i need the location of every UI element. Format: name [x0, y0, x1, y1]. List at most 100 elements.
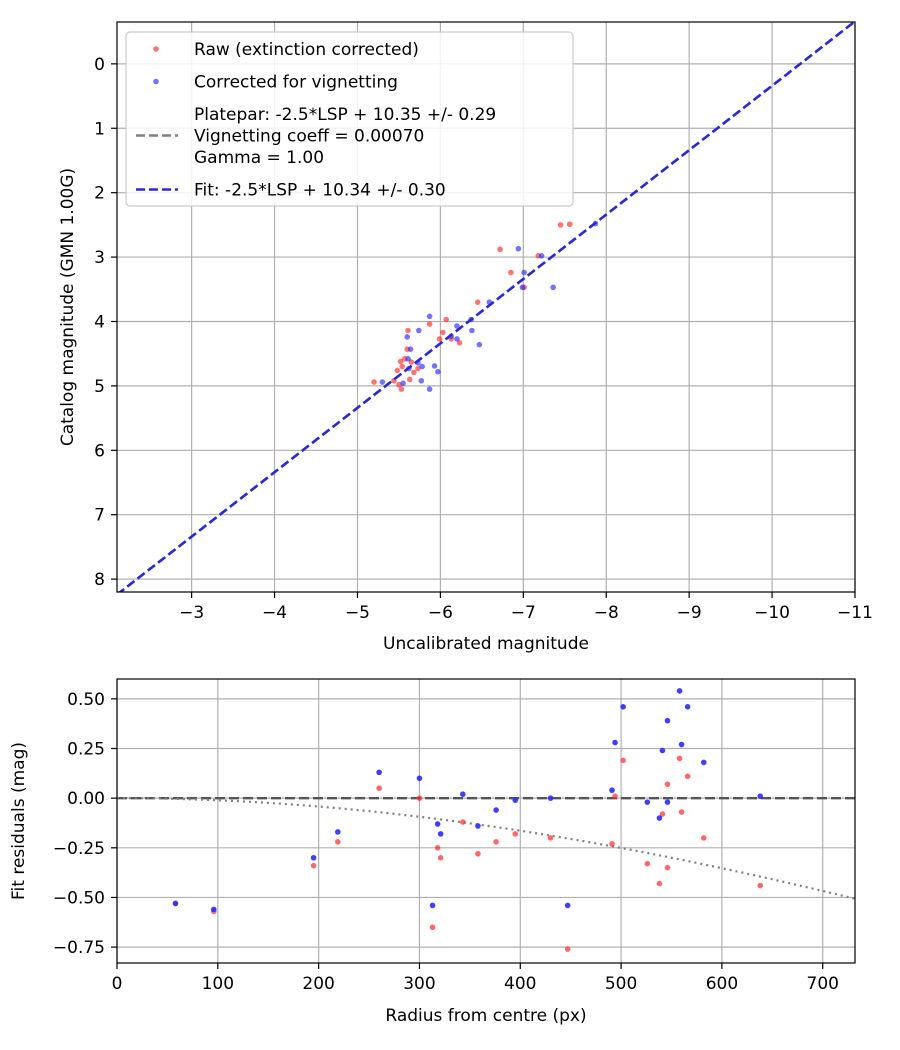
x-axis-title: Radius from centre (px) [385, 1006, 586, 1026]
raw-residual-point [612, 793, 618, 799]
y-tick-label: 6 [94, 441, 105, 461]
x-tick-label: 600 [706, 974, 738, 994]
vignetting-curve [117, 797, 855, 900]
raw-point [426, 321, 433, 327]
raw-point [566, 221, 573, 228]
y-tick-label: −0.25 [53, 839, 105, 859]
raw-point [399, 363, 406, 370]
raw-point [557, 222, 564, 228]
corrected-residual-point [564, 902, 571, 909]
raw-residual-point [644, 860, 651, 867]
corrected-residual-point [310, 854, 317, 861]
corrected-point [435, 368, 441, 375]
raw-residual-point [684, 773, 691, 780]
corrected-point [454, 336, 460, 342]
corrected-residual-point [644, 799, 651, 805]
raw-residual-point [434, 845, 441, 851]
corrected-residual-point [664, 799, 671, 805]
raw-residual-point [547, 835, 554, 841]
corrected-residual-point [493, 807, 499, 813]
corrected-point [550, 284, 556, 291]
raw-point [371, 379, 377, 385]
corrected-residual-point [334, 829, 341, 835]
corrected-residual-point [460, 791, 466, 797]
y-tick-label: 0 [94, 55, 105, 75]
corrected-point [407, 346, 414, 352]
raw-residual-point [429, 924, 436, 931]
grid-lines [116, 679, 855, 963]
legend-label: Raw (extinction corrected) [194, 40, 419, 60]
corrected-residual-point [429, 902, 436, 909]
x-axis-title: Uncalibrated magnitude [383, 634, 589, 654]
x-tick-label: 400 [504, 974, 536, 994]
corrected-point [379, 379, 386, 385]
corrected-residual-point [547, 795, 554, 801]
corrected-residual-point [678, 741, 685, 748]
corrected-point [538, 252, 545, 259]
y-tick-label: 4 [94, 312, 105, 332]
corrected-point [400, 380, 406, 387]
raw-residual-point [676, 755, 683, 762]
x-tick-label: 200 [302, 974, 334, 994]
x-tick-label: −3 [179, 603, 204, 623]
raw-point [406, 376, 413, 383]
corrected-residual-point [434, 821, 441, 827]
raw-residual-point [609, 841, 615, 847]
corrected-residual-point [664, 717, 671, 724]
y-tick-label: 0.25 [67, 740, 105, 760]
raw-point [411, 369, 417, 376]
residuals-vs-radius-plot: 0 100 200 300 400 500 600 700 0.50 0.25 0.00 −0.25 −… [9, 678, 856, 1026]
raw-residual-point [493, 839, 499, 845]
raw-residual-point [664, 781, 671, 788]
y-tick-label: −0.50 [53, 888, 105, 908]
y-tick-label: 5 [94, 377, 105, 397]
y-tick-label: 8 [94, 570, 105, 590]
corrected-residual-point [475, 823, 481, 829]
raw-point [398, 386, 405, 392]
y-axis-title: Fit residuals (mag) [9, 742, 29, 900]
raw-residual-point [416, 795, 423, 801]
legend-label: Corrected for vignetting [194, 73, 398, 93]
corrected-point [418, 377, 425, 384]
corrected-residual-point [659, 747, 666, 754]
plot-frame [116, 678, 856, 964]
corrected-residual-point [210, 906, 217, 913]
y-tick-label: 1 [94, 119, 105, 139]
y-tick-label: 0.00 [67, 789, 105, 809]
raw-point [443, 316, 449, 323]
x-tick-label: −10 [754, 603, 790, 623]
y-tick-label: 7 [94, 506, 105, 526]
x-tick-label: −11 [837, 603, 873, 623]
y-tick-label: 3 [94, 248, 105, 268]
raw-points [371, 221, 573, 392]
raw-residual-point [620, 757, 626, 764]
x-tick-label: 500 [605, 974, 637, 994]
corrected-residual-point [612, 739, 618, 746]
x-tick-label: 100 [202, 974, 234, 994]
plot-area [118, 22, 855, 592]
corrected-residual-point [676, 688, 683, 694]
corrected-residual-points [172, 688, 764, 913]
raw-residual-point [757, 882, 764, 889]
corrected-point [426, 386, 433, 392]
y-tick-label: −0.75 [53, 938, 105, 958]
y-axis-title: Catalog magnitude (GMN 1.00G) [58, 168, 78, 446]
x-tick-label: −5 [345, 603, 370, 623]
raw-point [508, 269, 514, 276]
legend: Raw (extinction corrected) Corrected for … [125, 31, 574, 207]
plot-area [117, 688, 855, 952]
corrected-point [426, 313, 433, 320]
x-tick-label: 700 [807, 974, 839, 994]
corrected-point [454, 323, 460, 329]
raw-legend-marker [153, 46, 159, 52]
corrected-point [515, 245, 522, 252]
raw-point [394, 367, 401, 374]
raw-point [440, 329, 446, 336]
raw-point [497, 246, 503, 253]
x-tick-label: −9 [677, 603, 702, 623]
x-tick-label: −8 [594, 603, 619, 623]
raw-residual-point [664, 864, 671, 871]
x-tick-label: −6 [428, 603, 453, 623]
legend-label: Gamma = 1.00 [194, 148, 324, 168]
